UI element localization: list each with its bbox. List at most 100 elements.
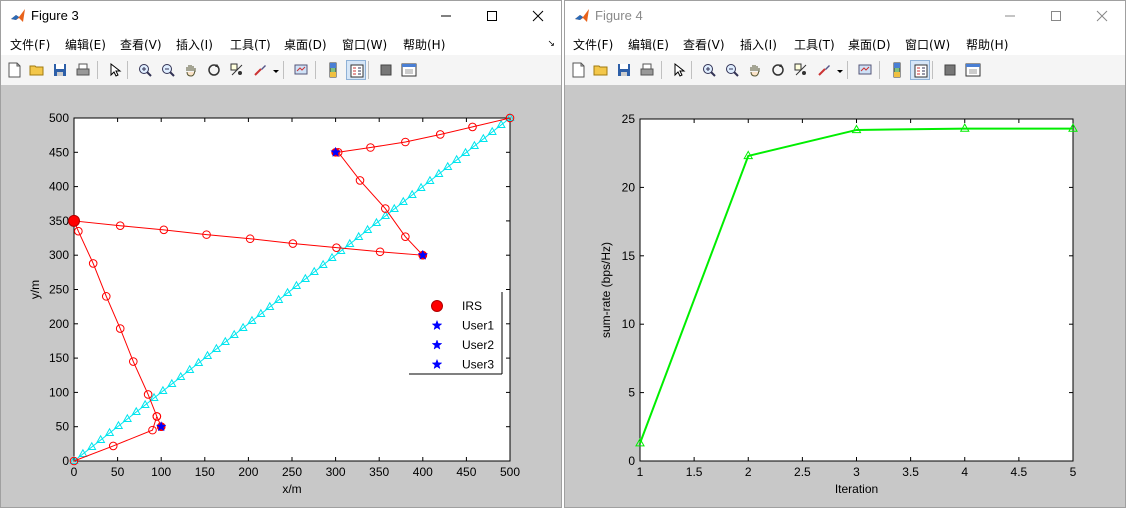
brush-button[interactable] [250, 60, 270, 80]
triangle-marker [743, 150, 754, 160]
maximize-button[interactable] [1033, 1, 1079, 31]
axes-box [639, 118, 1074, 462]
colorbar-icon [893, 62, 901, 78]
menu-desktop[interactable]: 桌面(D) [848, 38, 891, 52]
title-bar[interactable]: Figure 4 [565, 1, 1125, 31]
menu-edit[interactable]: 编辑(E) [628, 38, 669, 52]
triangle-marker [354, 231, 364, 241]
new-figure-button[interactable] [4, 60, 24, 80]
hide-plot-tools-button[interactable] [376, 60, 396, 80]
brush-dropdown-button[interactable] [270, 60, 280, 80]
legend-button[interactable] [910, 60, 930, 80]
minimize-button[interactable] [423, 1, 469, 31]
data-cursor-button[interactable] [791, 60, 811, 80]
y-tick-label: 0 [62, 454, 69, 468]
open-file-button[interactable] [27, 60, 47, 80]
pan-button[interactable] [181, 60, 201, 80]
save-button[interactable] [50, 60, 70, 80]
menu-file[interactable]: 文件(F) [573, 38, 614, 52]
triangle-marker [505, 112, 515, 122]
chevron-icon[interactable]: ↘ [547, 39, 555, 49]
menu-window[interactable]: 窗口(W) [905, 38, 951, 52]
x-tick-label: 1 [637, 465, 644, 479]
zoom-out-button[interactable] [158, 60, 178, 80]
circle-marker [88, 259, 98, 268]
triangle-marker [851, 124, 862, 134]
pan-button[interactable] [745, 60, 765, 80]
circle-marker [401, 232, 410, 241]
close-button[interactable] [1079, 1, 1125, 31]
zoom-out-button[interactable] [722, 60, 742, 80]
title-bar[interactable]: Figure 3 [1, 1, 561, 31]
y-tick-label: 50 [56, 420, 70, 434]
triangle-marker [113, 420, 124, 430]
colorbar-button[interactable] [887, 60, 907, 80]
legend-button[interactable] [346, 60, 366, 80]
circle-marker [435, 130, 445, 139]
link-button[interactable] [291, 60, 311, 80]
menu-help[interactable]: 帮助(H) [966, 38, 1009, 52]
link-icon [858, 64, 872, 75]
hide-plot-tools-icon [380, 64, 392, 76]
menu-desktop[interactable]: 桌面(D) [284, 38, 327, 52]
print-button[interactable] [73, 60, 93, 80]
trajectory-plot[interactable]: 0 50 100 150 200 250 300 350 400 450 500 0 50 100 150 2… [1, 85, 562, 508]
triangle-marker [247, 315, 257, 325]
zoom-in-button[interactable] [699, 60, 719, 80]
brush-button[interactable] [814, 60, 834, 80]
maximize-button[interactable] [469, 1, 515, 31]
brush-dropdown-button[interactable] [834, 60, 844, 80]
figure-canvas[interactable]: 1 1.5 2 2.5 3 3.5 4 4.5 5 0 5 10 15 20 25 Iteration sum-… [565, 85, 1125, 507]
sum-rate-plot[interactable]: 1 1.5 2 2.5 3 3.5 4 4.5 5 0 5 10 15 20 25 Iteration sum-… [565, 85, 1126, 508]
minimize-button[interactable] [987, 1, 1033, 31]
menu-view[interactable]: 查看(V) [120, 38, 162, 52]
menu-bar: 文件(F) 编辑(E) 查看(V) 插入(I) 工具(T) 桌面(D) 窗口(W… [1, 31, 561, 55]
figure-3-window[interactable]: Figure 3 文件(F) 编辑(E) 查看(V) 插入(I) 工具(T) 桌… [0, 0, 562, 508]
pointer-button[interactable] [105, 60, 125, 80]
menu-edit[interactable]: 编辑(E) [65, 38, 106, 52]
show-plot-tools-button[interactable] [399, 60, 419, 80]
data-cursor-button[interactable] [227, 60, 247, 80]
colorbar-button[interactable] [323, 60, 343, 80]
menu-window[interactable]: 窗口(W) [342, 38, 388, 52]
axes-box [73, 117, 511, 462]
new-figure-button[interactable] [568, 60, 588, 80]
close-button[interactable] [515, 1, 561, 31]
menu-tools[interactable]: 工具(T) [794, 38, 835, 52]
toolbar-separator [97, 61, 98, 79]
x-tick-label: 500 [500, 465, 520, 479]
minimize-icon [441, 15, 451, 17]
menu-tools[interactable]: 工具(T) [230, 38, 271, 52]
figure-4-window[interactable]: Figure 4 文件(F) 编辑(E) 查看(V) 插入(I) 工具(T) 桌… [564, 0, 1126, 508]
x-tick-label: 3.5 [902, 465, 919, 479]
rotate-button[interactable] [768, 60, 788, 80]
triangle-marker [104, 427, 115, 437]
pointer-button[interactable] [669, 60, 689, 80]
menu-insert[interactable]: 插入(I) [176, 38, 213, 52]
circle-marker [108, 441, 118, 451]
triangle-marker [496, 119, 506, 129]
triangle-marker [469, 140, 480, 150]
show-plot-tools-button[interactable] [963, 60, 983, 80]
link-button[interactable] [855, 60, 875, 80]
show-plot-tools-icon [965, 63, 981, 77]
open-file-button[interactable] [591, 60, 611, 80]
print-button[interactable] [637, 60, 657, 80]
zoom-in-button[interactable] [135, 60, 155, 80]
close-icon [532, 10, 544, 22]
x-tick-label: 200 [238, 465, 258, 479]
x-axis-label: Iteration [835, 482, 878, 496]
menu-file[interactable]: 文件(F) [10, 38, 51, 52]
menu-help[interactable]: 帮助(H) [403, 38, 446, 52]
figure-canvas[interactable]: 0 50 100 150 200 250 300 350 400 450 500 0 50 100 150 2… [1, 85, 561, 507]
triangle-marker [202, 350, 213, 359]
menu-view[interactable]: 查看(V) [683, 38, 725, 52]
menu-insert[interactable]: 插入(I) [740, 38, 777, 52]
triangle-marker [87, 441, 97, 451]
x-tick-label: 5 [1070, 465, 1077, 479]
hide-plot-tools-button[interactable] [940, 60, 960, 80]
y-axis-label: y/m [28, 280, 42, 299]
save-button[interactable] [614, 60, 634, 80]
maximize-icon [487, 11, 497, 21]
rotate-button[interactable] [204, 60, 224, 80]
